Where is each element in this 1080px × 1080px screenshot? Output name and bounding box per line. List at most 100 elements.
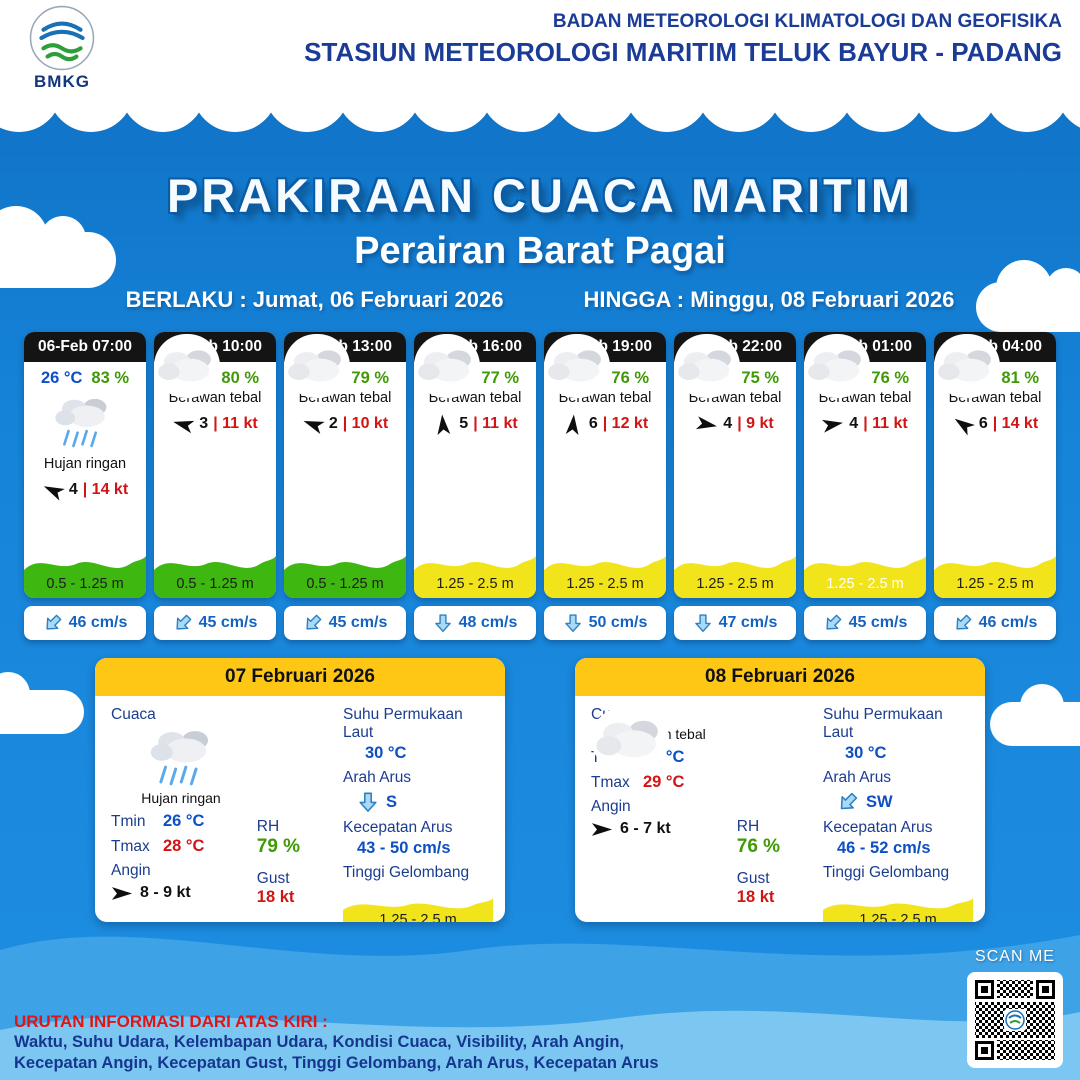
wave-height-value: 1.25 - 2.5 m <box>566 576 644 592</box>
cloud-icon <box>544 344 610 388</box>
daily-rh-gust-column: RH 79 % Gust 18 kt <box>257 706 339 922</box>
sst-label: Suhu Permukaan Laut <box>823 706 943 741</box>
relative-humidity: 76 % <box>871 369 910 387</box>
wind-direction-icon <box>591 822 613 837</box>
forecast-card-body: 06-Feb 10:00 27 °C 80 % Berawan tebal 3 … <box>154 332 276 598</box>
legend-line: Kecepatan Angin, Kecepatan Gust, Tinggi … <box>14 1054 659 1072</box>
relative-humidity: 77 % <box>481 369 520 387</box>
gust-value: 18 kt <box>736 888 775 906</box>
header-band <box>0 0 1080 90</box>
station-name: STASIUN METEOROLOGI MARITIM TELUK BAYUR … <box>304 37 1062 67</box>
wind-direction-icon <box>171 414 196 434</box>
legend-heading: URUTAN INFORMASI DARI ATAS KIRI : <box>14 1012 328 1031</box>
wind-speed-max: | 9 kt <box>737 415 774 432</box>
forecast-card-body: 06-Feb 22:00 28 °C 75 % Berawan tebal 4 … <box>674 332 796 598</box>
relative-humidity: 79 % <box>351 369 390 387</box>
weather-icon <box>591 708 669 770</box>
cuaca-label: Cuaca <box>111 706 156 723</box>
daily-date: 07 Februari 2026 <box>95 658 505 696</box>
wave-height-band: 0.5 - 1.25 m <box>154 542 276 598</box>
current-box: 50 cm/s <box>544 606 666 640</box>
rh-label: RH <box>256 818 280 835</box>
header-text: BADAN METEOROLOGI KLIMATOLOGI DAN GEOFIS… <box>304 11 1062 68</box>
current-box: 48 cm/s <box>414 606 536 640</box>
wave-height-band: 1.25 - 2.5 m <box>414 542 536 598</box>
wind-row: 4 | 14 kt <box>24 481 146 499</box>
tmin-row: Tmin 26 °C <box>111 812 257 831</box>
rain-cloud-icon <box>52 394 118 450</box>
wave-height-value: 1.25 - 2.5 m <box>859 912 937 922</box>
wind-speed-max: | 10 kt <box>342 415 389 432</box>
weather-icon <box>154 334 220 398</box>
weather-icon <box>414 334 480 398</box>
forecast-time: 06-Feb 07:00 <box>24 332 146 362</box>
wind-speed-max: | 14 kt <box>992 415 1039 432</box>
current-speed: 46 cm/s <box>978 614 1038 631</box>
forecast-card-body: 07-Feb 01:00 28 °C 76 % Berawan tebal 4 … <box>804 332 926 598</box>
current-direction-icon <box>168 609 196 637</box>
current-box: 47 cm/s <box>674 606 796 640</box>
current-direction-icon <box>38 609 66 637</box>
rh-value: 76 % <box>736 836 781 857</box>
wave-height-value: 1.25 - 2.5 m <box>379 912 457 922</box>
current-box: 45 cm/s <box>284 606 406 640</box>
current-direction-label: Arah Arus <box>823 769 892 786</box>
tmin-label: Tmin <box>111 813 146 830</box>
forecast-card: 06-Feb 22:00 28 °C 75 % Berawan tebal 4 … <box>674 332 796 640</box>
valid-until: HINGGA : Minggu, 08 Februari 2026 <box>583 287 954 313</box>
wave-height-band: 1.25 - 2.5 m <box>804 542 926 598</box>
legend: URUTAN INFORMASI DARI ATAS KIRI : Waktu,… <box>14 1012 659 1074</box>
forecast-card-row: 06-Feb 07:00 26 °C 83 % Hujan ringan 4 |… <box>24 332 1056 640</box>
wind-speed-max: | 12 kt <box>602 415 649 432</box>
wind-speed-range: 6 - 7 kt <box>620 820 671 837</box>
current-speed-value: 46 - 52 cm/s <box>837 839 931 857</box>
angin-label: Angin <box>111 862 151 879</box>
current-direction-row: S <box>343 791 493 813</box>
daily-sea-column: Suhu Permukaan Laut 30 °C Arah Arus SW K… <box>819 706 973 922</box>
sst-label: Suhu Permukaan Laut <box>343 706 463 741</box>
daily-body: Cuaca Berawan tebal Tmin 28 °C Tmax 29 °… <box>575 696 985 922</box>
wind-row: 6 | 14 kt <box>934 415 1056 433</box>
area-name: Perairan Barat Pagai <box>354 230 726 272</box>
bmkg-logo-icon <box>29 5 95 71</box>
current-direction-row: SW <box>823 791 973 813</box>
current-box: 45 cm/s <box>154 606 276 640</box>
wind-direction-icon <box>950 412 977 437</box>
gust-label: Gust <box>736 870 770 887</box>
wind-speed-min: 6 <box>978 415 988 432</box>
current-direction-icon <box>832 786 863 817</box>
wave-height-band: 0.5 - 1.25 m <box>284 542 406 598</box>
wind-row: 8 - 9 kt <box>111 884 257 902</box>
weather-condition: Hujan ringan <box>43 456 127 472</box>
cloud-icon <box>674 344 740 388</box>
daily-weather-column: Cuaca Berawan tebal Tmin 28 °C Tmax 29 °… <box>591 706 737 922</box>
wave-height-band: 1.25 - 2.5 m <box>544 542 666 598</box>
tmax-value: 29 °C <box>643 773 685 791</box>
weather-icon <box>804 334 870 398</box>
wind-direction-icon <box>111 886 133 901</box>
tmax-value: 28 °C <box>163 837 205 855</box>
tmax-row: Tmax 29 °C <box>591 773 737 792</box>
air-temperature: 26 °C <box>40 369 83 387</box>
current-direction-label: Arah Arus <box>343 769 412 786</box>
current-speed: 47 cm/s <box>718 614 778 631</box>
wave-height-value: 1.25 - 2.5 m <box>696 576 774 592</box>
daily-rh-gust-column: RH 76 % Gust 18 kt <box>737 706 819 922</box>
current-direction-icon <box>357 791 379 813</box>
bmkg-logo-label: BMKG <box>34 72 90 91</box>
cloud-decor <box>990 684 1080 746</box>
current-speed-value: 43 - 50 cm/s <box>357 839 451 857</box>
current-speed: 45 cm/s <box>848 614 908 631</box>
wind-row: 4 | 9 kt <box>674 415 796 433</box>
wind-speed-min: 2 <box>328 415 338 432</box>
relative-humidity: 81 % <box>1001 369 1040 387</box>
forecast-card: 06-Feb 19:00 28 °C 76 % Berawan tebal 6 … <box>544 332 666 640</box>
daily-weather-column: Cuaca Hujan ringan Tmin 26 °C Tmax 28 °C… <box>111 706 257 922</box>
cloud-icon <box>934 344 1000 388</box>
forecast-card: 07-Feb 01:00 28 °C 76 % Berawan tebal 4 … <box>804 332 926 640</box>
rh-value: 79 % <box>256 836 301 857</box>
forecast-card: 06-Feb 13:00 27 °C 79 % Berawan tebal 2 … <box>284 332 406 640</box>
current-box: 45 cm/s <box>804 606 926 640</box>
legend-line: Waktu, Suhu Udara, Kelembapan Udara, Kon… <box>14 1033 625 1051</box>
